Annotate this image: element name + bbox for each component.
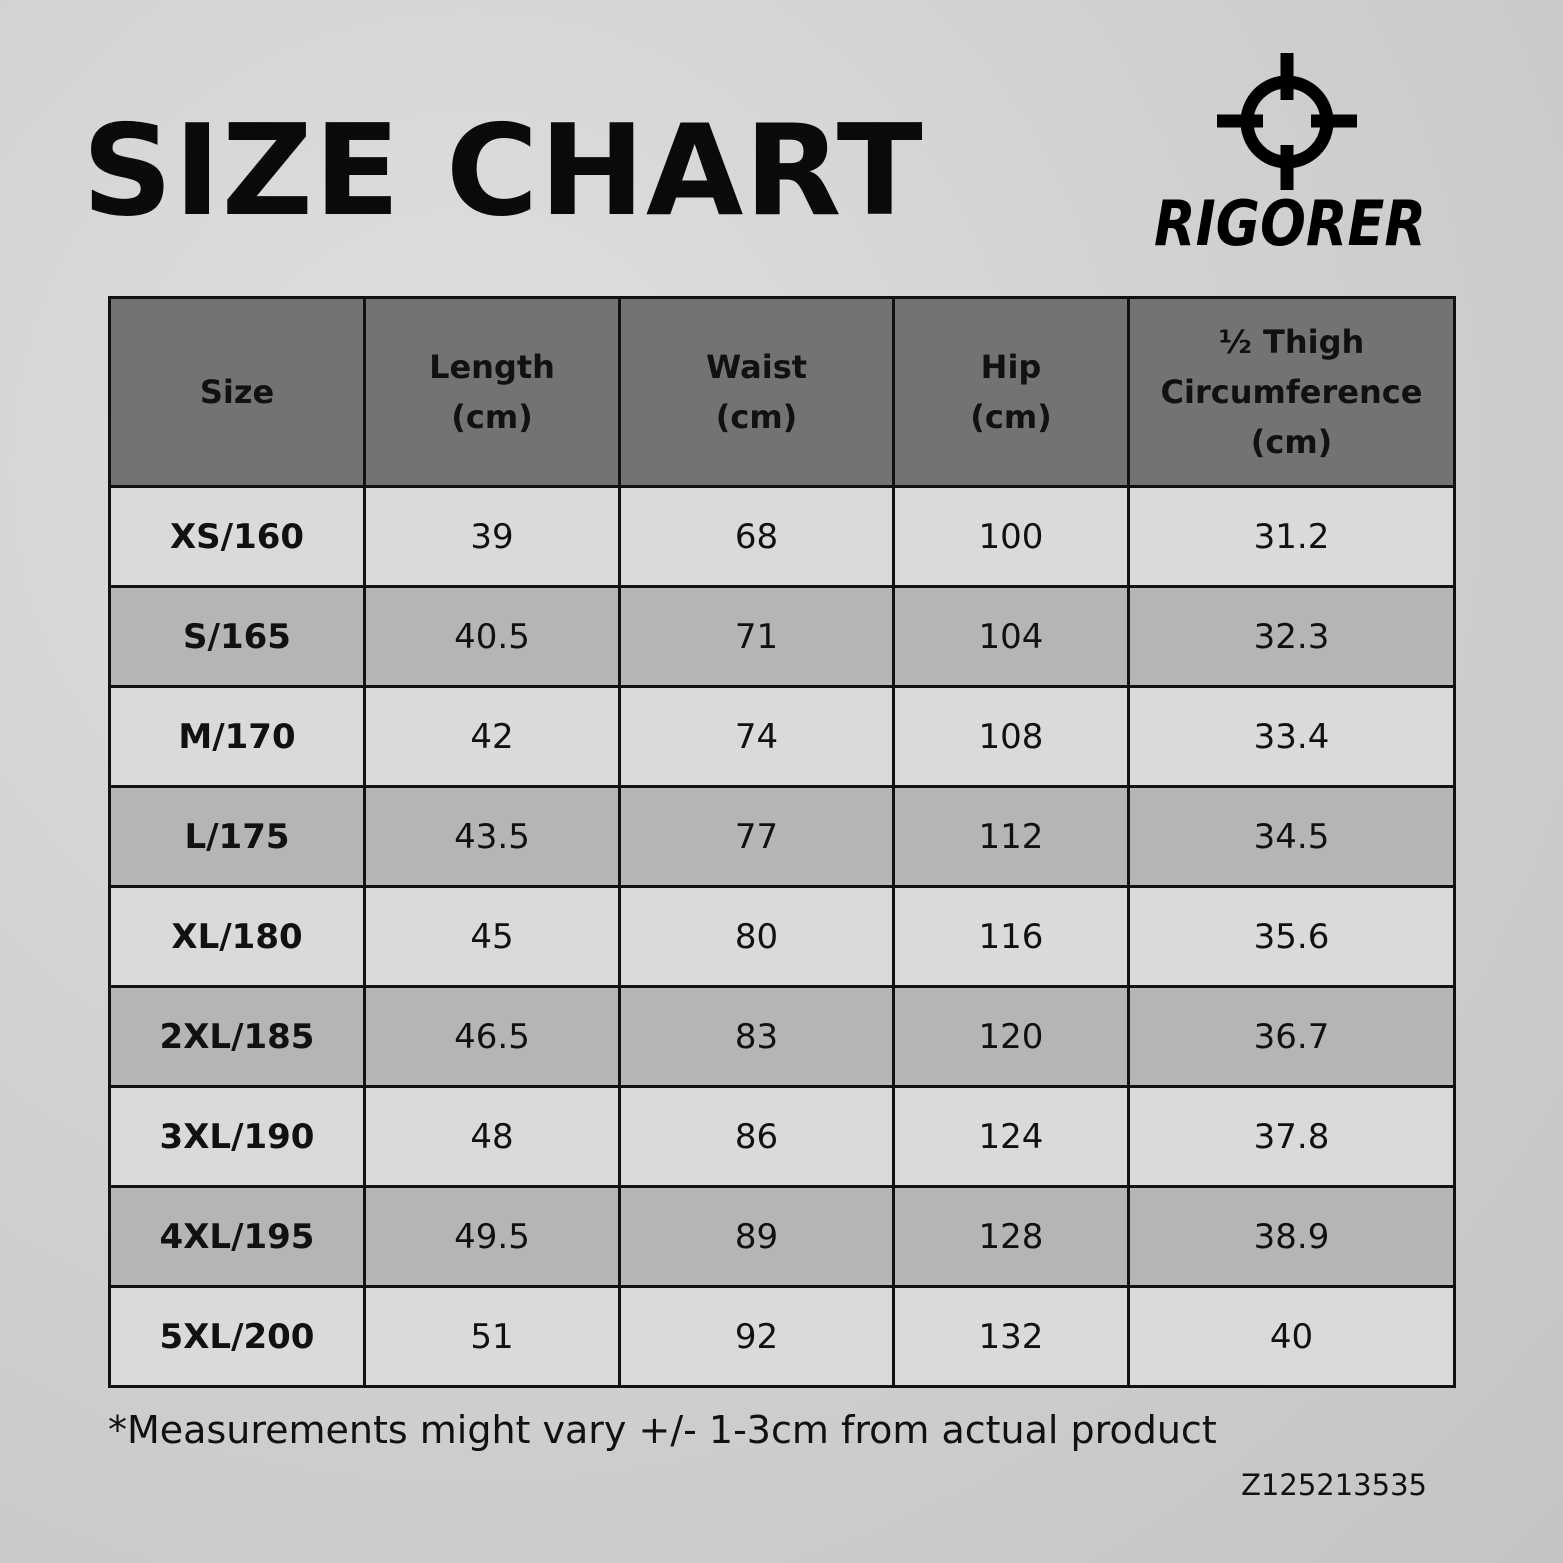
column-header: ½ Thigh Circumference (cm) — [1127, 296, 1456, 488]
measurement-cell: 33.4 — [1127, 685, 1456, 788]
table-row: 5XL/200 51 92 132 40 — [108, 1285, 1456, 1388]
measurement-cell: 116 — [892, 885, 1130, 988]
measurement-cell: 86 — [618, 1085, 895, 1188]
measurement-cell: 43.5 — [363, 785, 621, 888]
size-cell: 2XL/185 — [108, 985, 366, 1088]
table-row: 2XL/185 46.5 83 120 36.7 — [108, 985, 1456, 1088]
header-line: (cm) — [1250, 423, 1333, 461]
measurement-cell: 40.5 — [363, 585, 621, 688]
measurement-cell: 71 — [618, 585, 895, 688]
measurement-cell: 36.7 — [1127, 985, 1456, 1088]
header-line: (cm) — [970, 398, 1052, 436]
table-row: XS/160 39 68 100 31.2 — [108, 485, 1456, 588]
size-chart-table: Size Length (cm) Waist (cm) Hip (cm) ½ Thigh Cir… — [108, 296, 1456, 1388]
page-title: SIZE CHART — [82, 97, 924, 244]
measurement-cell: 37.8 — [1127, 1085, 1456, 1188]
table-row: 3XL/190 48 86 124 37.8 — [108, 1085, 1456, 1188]
measurement-cell: 80 — [618, 885, 895, 988]
measurement-cell: 48 — [363, 1085, 621, 1188]
column-header: Waist (cm) — [618, 296, 895, 488]
measurement-cell: 104 — [892, 585, 1130, 688]
table-row: M/170 42 74 108 33.4 — [108, 685, 1456, 788]
measurement-cell: 120 — [892, 985, 1130, 1088]
table-row: XL/180 45 80 116 35.6 — [108, 885, 1456, 988]
product-code: Z125213535 — [1241, 1468, 1427, 1502]
header-line: Circumference — [1160, 373, 1423, 411]
size-cell: 3XL/190 — [108, 1085, 366, 1188]
header-line: (cm) — [451, 398, 533, 436]
measurement-cell: 49.5 — [363, 1185, 621, 1288]
size-cell: XS/160 — [108, 485, 366, 588]
size-cell: XL/180 — [108, 885, 366, 988]
header-line: ½ Thigh — [1218, 323, 1365, 361]
size-cell: M/170 — [108, 685, 366, 788]
measurement-cell: 92 — [618, 1285, 895, 1388]
measurement-cell: 45 — [363, 885, 621, 988]
measurement-cell: 89 — [618, 1185, 895, 1288]
measurement-cell: 83 — [618, 985, 895, 1088]
measurement-cell: 100 — [892, 485, 1130, 588]
size-cell: 5XL/200 — [108, 1285, 366, 1388]
header-row: Size Length (cm) Waist (cm) Hip (cm) ½ Thigh Cir… — [108, 296, 1456, 488]
header-line: (cm) — [715, 398, 798, 436]
measurement-cell: 42 — [363, 685, 621, 788]
size-cell: L/175 — [108, 785, 366, 888]
svg-text:RIGORER: RIGORER — [1154, 187, 1426, 260]
size-cell: 4XL/195 — [108, 1185, 366, 1288]
header-line: Hip — [980, 348, 1042, 386]
measurement-cell: 35.6 — [1127, 885, 1456, 988]
measurement-cell: 77 — [618, 785, 895, 888]
measurement-cell: 40 — [1127, 1285, 1456, 1388]
measurement-cell: 68 — [618, 485, 895, 588]
measurement-note: *Measurements might vary +/- 1-3cm from … — [108, 1408, 1217, 1452]
measurement-cell: 31.2 — [1127, 485, 1456, 588]
column-header: Length (cm) — [363, 296, 621, 488]
measurement-cell: 32.3 — [1127, 585, 1456, 688]
column-header: Hip (cm) — [892, 296, 1130, 488]
size-cell: S/165 — [108, 585, 366, 688]
table-row: 4XL/195 49.5 89 128 38.9 — [108, 1185, 1456, 1288]
measurement-cell: 39 — [363, 485, 621, 588]
measurement-cell: 124 — [892, 1085, 1130, 1188]
header-line: Length — [429, 348, 555, 386]
measurement-cell: 74 — [618, 685, 895, 788]
measurement-cell: 112 — [892, 785, 1130, 888]
header-line: Size — [199, 373, 275, 411]
measurement-cell: 51 — [363, 1285, 621, 1388]
column-header: Size — [108, 296, 366, 488]
measurement-cell: 108 — [892, 685, 1130, 788]
measurement-cell: 34.5 — [1127, 785, 1456, 888]
table-row: L/175 43.5 77 112 34.5 — [108, 785, 1456, 888]
measurement-cell: 128 — [892, 1185, 1130, 1288]
crosshair-icon — [1217, 53, 1357, 190]
measurement-cell: 46.5 — [363, 985, 621, 1088]
table-row: S/165 40.5 71 104 32.3 — [108, 585, 1456, 688]
measurement-cell: 132 — [892, 1285, 1130, 1388]
rigorer-logo: RIGORER — [1154, 53, 1426, 260]
header-line: Waist — [705, 348, 808, 386]
measurement-cell: 38.9 — [1127, 1185, 1456, 1288]
